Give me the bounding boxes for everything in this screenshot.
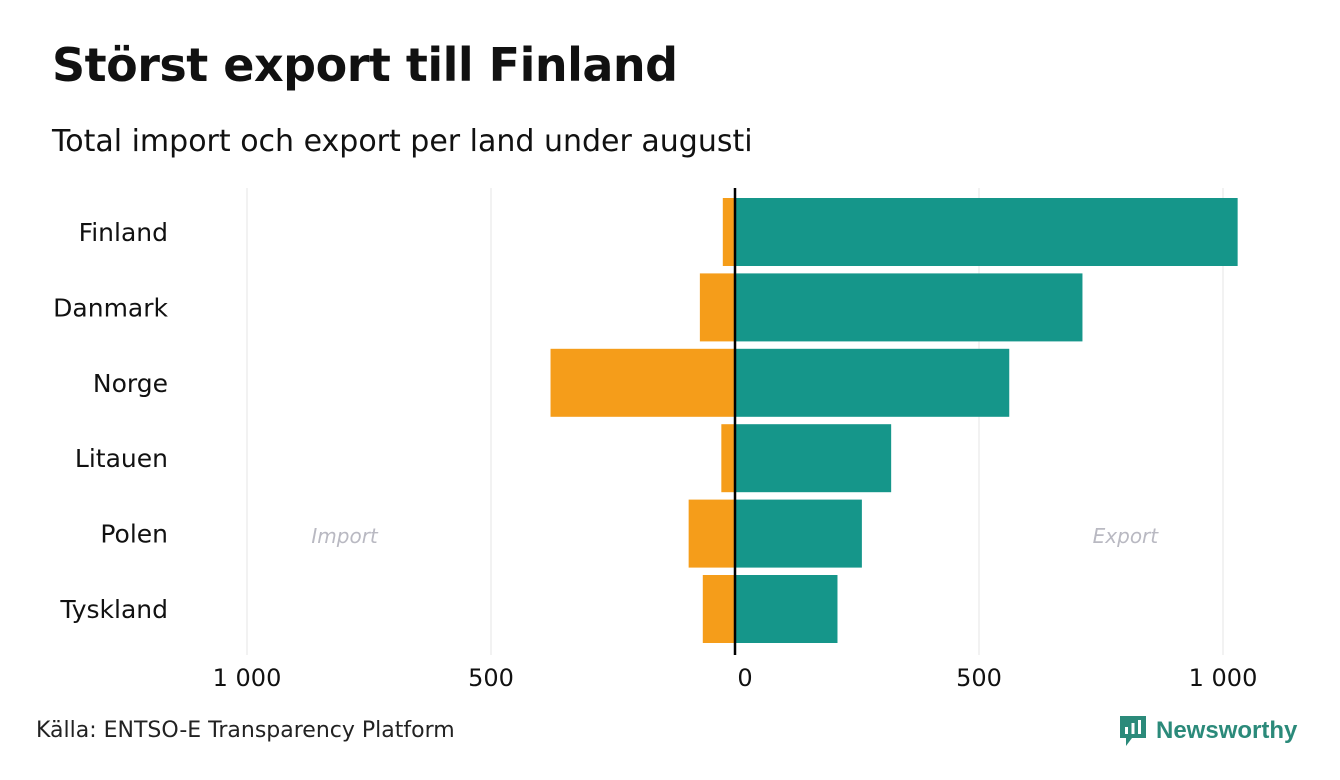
category-label: Litauen: [75, 444, 168, 473]
chart-subtitle: Total import och export per land under a…: [52, 124, 753, 159]
import-bar: [721, 424, 735, 493]
x-tick-label: 1 000: [213, 664, 282, 692]
category-label: Tyskland: [59, 595, 168, 624]
logo-wordmark: Newsworthy: [1156, 717, 1298, 744]
export-annotation: Export: [1093, 524, 1160, 548]
import-annotation: Import: [311, 524, 379, 548]
export-bar: [735, 499, 862, 568]
import-bar: [688, 499, 735, 568]
import-bar: [699, 273, 735, 342]
export-bar: [735, 273, 1083, 342]
category-label: Danmark: [53, 293, 168, 322]
export-bar: [735, 348, 1010, 417]
export-bar: [735, 424, 892, 493]
chart-title: Störst export till Finland: [52, 38, 678, 92]
category-label: Finland: [79, 218, 168, 247]
category-label: Polen: [100, 520, 168, 549]
x-tick-label: 1 000: [1189, 664, 1258, 692]
import-bar: [702, 575, 735, 643]
x-tick-label: 500: [468, 664, 514, 692]
import-bar: [722, 198, 735, 266]
newsworthy-logo-icon: [1120, 716, 1146, 746]
diverging-bar-chart: Import Export Finland Danmark Norge Litauen Po…: [53, 188, 1258, 692]
export-bar: [735, 575, 838, 643]
import-bar: [550, 348, 735, 417]
x-tick-label: 500: [956, 664, 1002, 692]
x-tick-label: 0: [737, 664, 752, 692]
source-note: Källa: ENTSO-E Transparency Platform: [36, 718, 455, 743]
export-bar: [735, 198, 1238, 266]
newsworthy-logo: Newsworthy: [1118, 714, 1297, 748]
category-label: Norge: [93, 369, 168, 398]
